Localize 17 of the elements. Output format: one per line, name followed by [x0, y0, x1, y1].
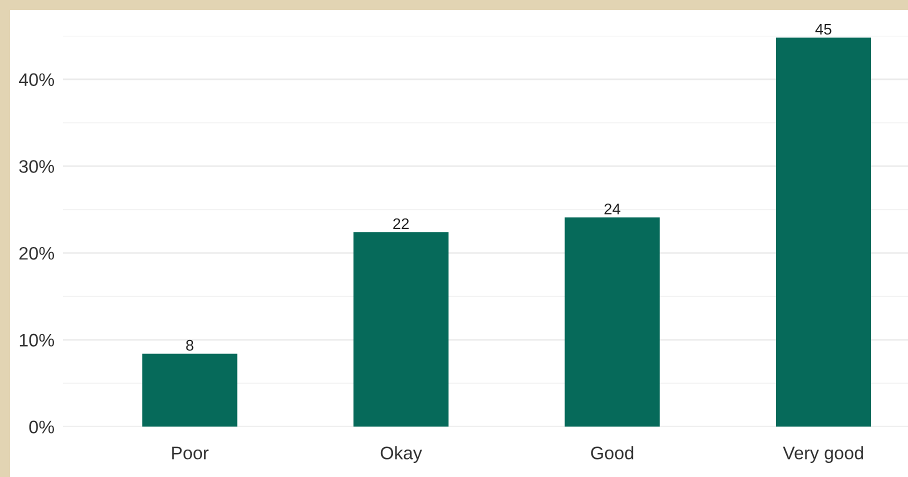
x-tick-label: Poor	[172, 446, 209, 460]
y-tick-label: 20%	[19, 246, 54, 260]
bar	[564, 217, 660, 427]
bar	[142, 354, 238, 427]
x-tick-label: Very good	[782, 446, 863, 463]
data-label: 22	[393, 218, 409, 229]
bar	[776, 38, 872, 427]
x-tick-label: Okay	[380, 446, 422, 463]
data-label: 24	[604, 204, 620, 214]
data-label: 8	[186, 340, 194, 351]
y-tick-label: 10%	[20, 334, 54, 347]
y-tick-label: 30%	[19, 160, 54, 173]
y-tick-label: 40%	[18, 73, 54, 86]
bar	[353, 232, 449, 427]
data-label: 45	[815, 24, 832, 35]
y-tick-label: 0%	[29, 420, 54, 434]
x-tick-label: Good	[591, 446, 634, 460]
